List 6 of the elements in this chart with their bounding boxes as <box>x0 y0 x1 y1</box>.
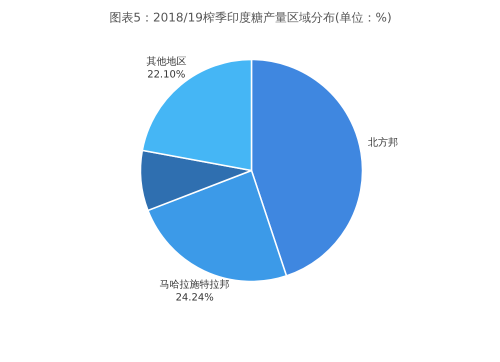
slice-label: 北方邦 <box>368 136 398 149</box>
chart-title: 图表5：2018/19榨季印度糖产量区域分布(单位：%) <box>109 10 392 24</box>
slice-label: 其他地区 <box>146 56 186 68</box>
slice-label: 马哈拉施特拉邦 <box>160 278 230 290</box>
data-label: 22.10% <box>147 70 186 81</box>
data-label: 24.24% <box>176 292 214 304</box>
